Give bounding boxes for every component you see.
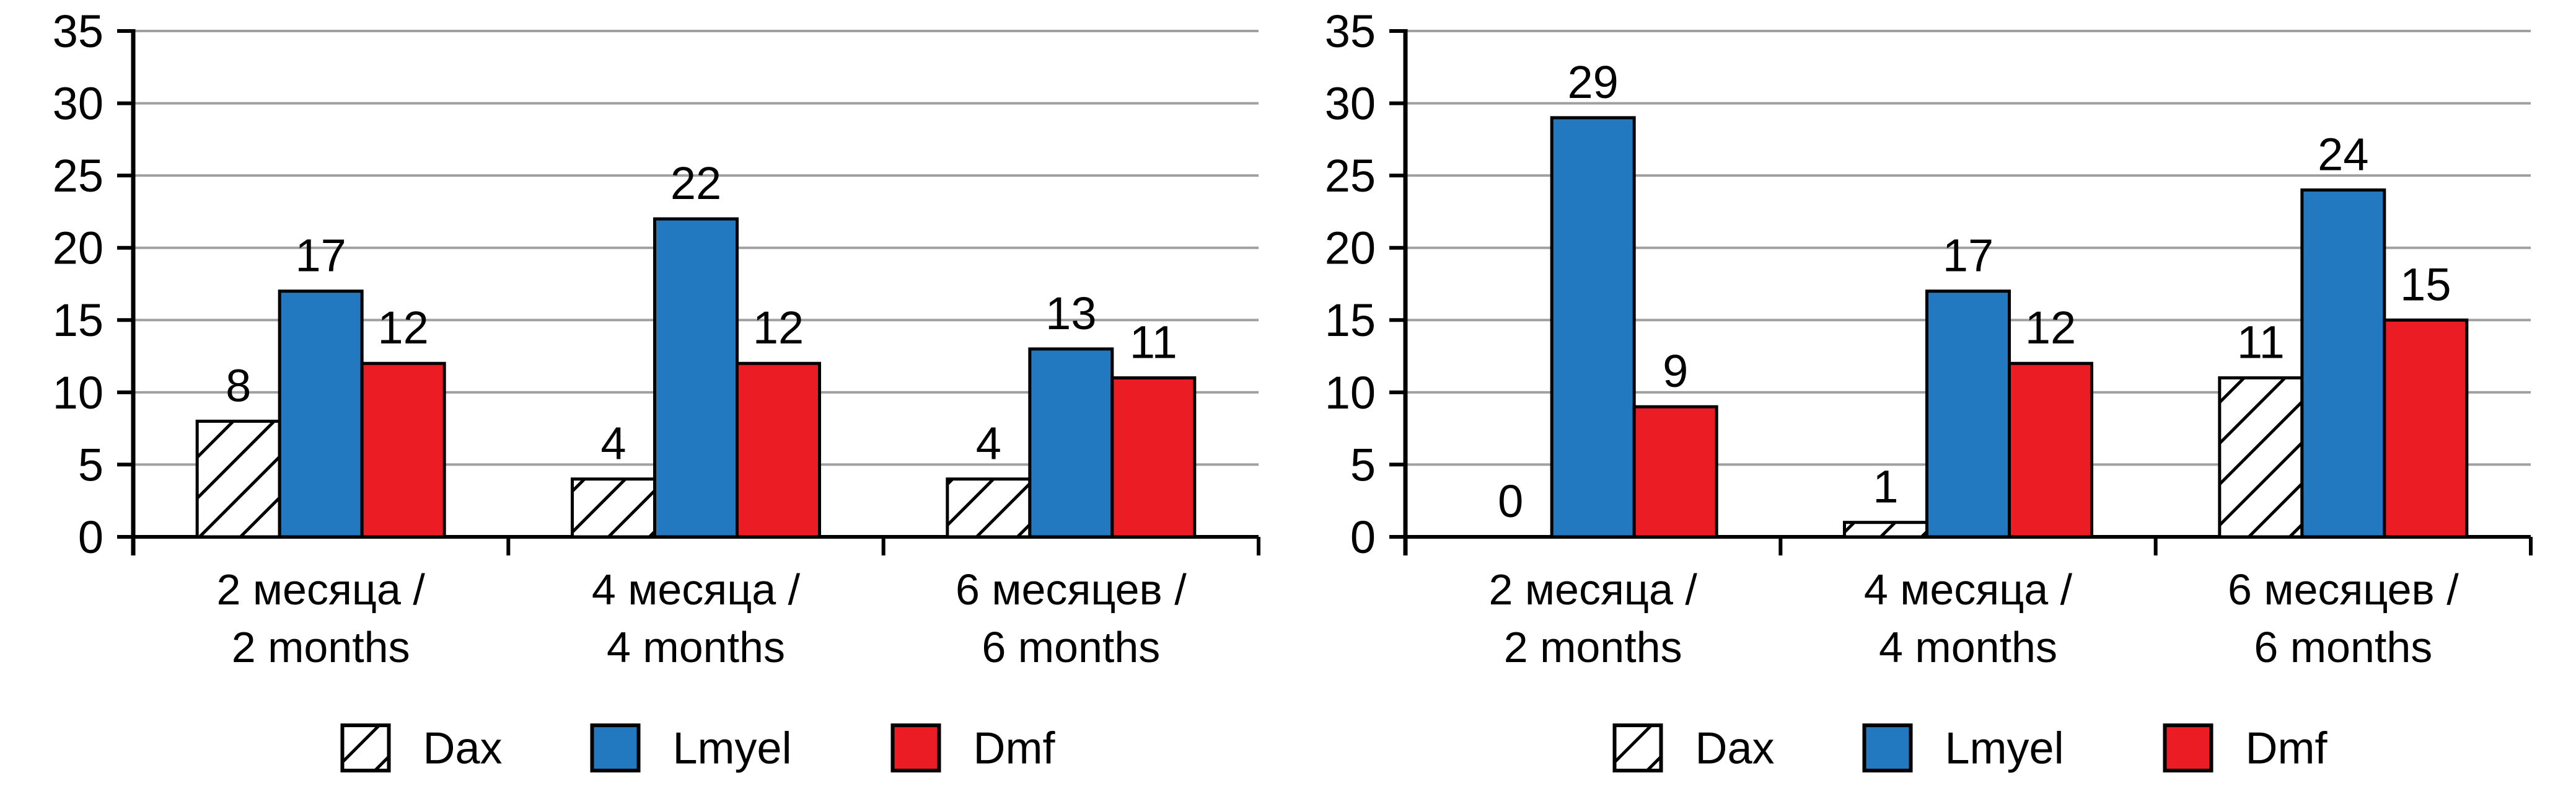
value-label-dmf-2: 11 [1130, 317, 1177, 368]
right-bar-chart: 0 5 10 15 20 25 30 35 0 29 9 2 месяца / 2 months 1 17 1… [1325, 6, 2533, 774]
value-label-dax-2: 4 [976, 418, 1001, 469]
value-label-lmyel-0: 17 [296, 230, 346, 281]
y-tick-label: 10 [1325, 367, 1376, 418]
value-label-lmyel-2: 13 [1045, 288, 1096, 339]
y-tick-label: 0 [78, 511, 103, 563]
x-category-label: 2 месяца / [217, 565, 426, 614]
left-bar-chart: 0 5 10 15 20 25 30 35 8 17 12 2 месяца / 2 months 4 22… [53, 6, 1260, 774]
y-tick-label: 35 [53, 6, 103, 57]
x-category-label: 2 months [232, 623, 410, 671]
legend-swatch-lmyel [1862, 723, 1913, 772]
bar-dmf-1 [2008, 361, 2093, 539]
y-tick-label: 5 [78, 439, 103, 490]
x-category-label: 4 months [1879, 623, 2057, 671]
legend-label-lmyel: Lmyel [1945, 724, 2064, 774]
value-label-dmf-0: 12 [378, 302, 429, 353]
legend-swatch-dmf [890, 723, 941, 772]
legend-label-dax: Dax [423, 724, 503, 774]
x-category-label: 2 months [1504, 623, 1682, 671]
bar-dax-2 [946, 477, 1032, 539]
legend-swatch-dax [340, 723, 391, 772]
value-label-lmyel-1: 17 [1943, 230, 1994, 281]
bar-lmyel-0 [278, 290, 364, 539]
y-tick-label: 30 [1325, 77, 1376, 129]
value-label-dmf-1: 12 [753, 302, 804, 353]
legend-label-dax: Dax [1695, 724, 1775, 774]
legend-label-dmf: Dmf [2246, 724, 2328, 774]
bar-dmf-2 [1110, 376, 1197, 539]
bar-dmf-1 [736, 361, 821, 539]
y-tick-label: 15 [1325, 294, 1376, 346]
value-label-dmf-2: 15 [2400, 259, 2451, 310]
value-label-dmf-0: 9 [1663, 345, 1688, 397]
legend-swatch-dax [1612, 723, 1663, 772]
bar-lmyel-2 [2300, 188, 2386, 539]
bar-dax-1 [1843, 521, 1928, 539]
legend-label-dmf: Dmf [974, 724, 1056, 774]
value-label-dmf-1: 12 [2025, 302, 2076, 353]
y-tick-label: 35 [1325, 6, 1376, 57]
bar-lmyel-1 [1925, 290, 2011, 539]
bar-lmyel-1 [653, 217, 739, 539]
y-tick-label: 10 [53, 367, 103, 418]
bar-lmyel-0 [1550, 116, 1636, 539]
x-category-label: 4 месяца / [1864, 565, 2073, 614]
value-label-dax-1: 4 [600, 418, 626, 469]
x-category-label: 4 months [607, 623, 785, 671]
x-category-label: 6 months [982, 623, 1160, 671]
bar-dax-0 [195, 419, 281, 539]
x-category-label: 2 месяца / [1489, 565, 1698, 614]
y-tick-label: 25 [53, 150, 103, 201]
value-label-lmyel-0: 29 [1568, 56, 1619, 108]
x-category-label: 6 months [2254, 623, 2432, 671]
bar-dmf-0 [1632, 405, 1718, 539]
x-category-label: 6 месяцев / [956, 565, 1187, 614]
y-tick-label: 20 [53, 223, 103, 274]
y-tick-label: 30 [53, 77, 103, 129]
value-label-dax-0: 0 [1498, 475, 1523, 527]
legend-swatch-dmf [2163, 723, 2213, 772]
bar-dmf-0 [360, 361, 446, 539]
x-category-label: 6 месяцев / [2228, 565, 2459, 614]
value-label-lmyel-1: 22 [670, 157, 721, 209]
legend-label-lmyel: Lmyel [673, 724, 792, 774]
x-category-label: 4 месяца / [592, 565, 801, 614]
value-label-dax-0: 8 [226, 360, 251, 411]
bar-dmf-2 [2383, 318, 2469, 539]
bar-lmyel-2 [1028, 347, 1114, 539]
y-tick-label: 25 [1325, 150, 1376, 201]
y-tick-label: 20 [1325, 223, 1376, 274]
y-tick-label: 5 [1350, 439, 1376, 490]
value-label-dax-1: 1 [1873, 461, 1898, 513]
legend-swatch-lmyel [590, 723, 641, 772]
bar-dax-2 [2218, 376, 2304, 539]
value-label-lmyel-2: 24 [2318, 128, 2368, 180]
bar-dax-1 [571, 477, 656, 539]
y-tick-label: 15 [53, 294, 103, 346]
y-tick-label: 0 [1350, 511, 1376, 563]
value-label-dax-2: 11 [2237, 317, 2285, 368]
